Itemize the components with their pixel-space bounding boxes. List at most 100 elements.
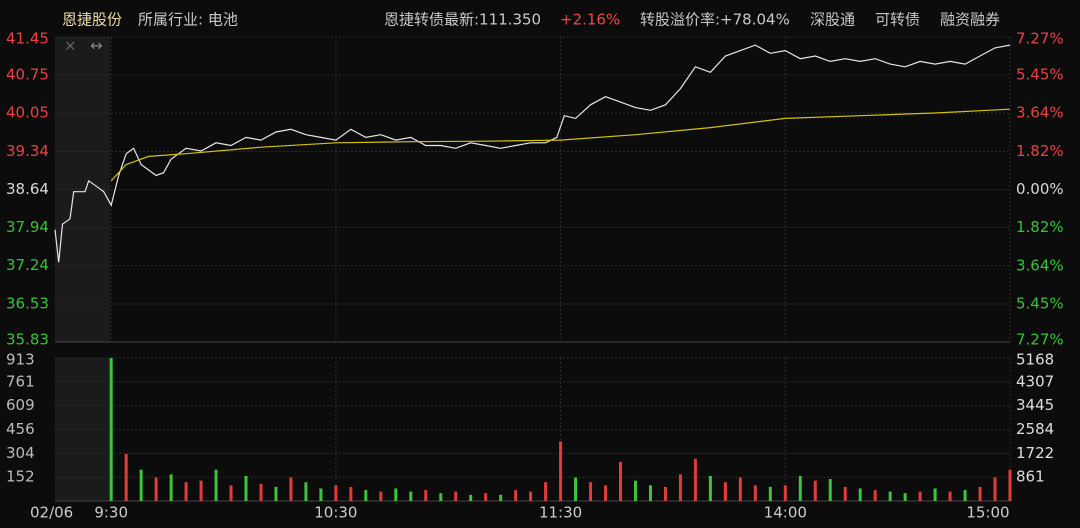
volume-bar (619, 461, 623, 501)
volume-bar (244, 475, 248, 501)
y-tick-label: 39.34 (6, 142, 49, 160)
volume-bar (589, 482, 593, 501)
y-tick-label: 40.75 (6, 65, 49, 83)
volume-bar (124, 454, 128, 501)
y-tick-label: 152 (6, 468, 35, 486)
tag[interactable]: 深股通 (810, 11, 855, 29)
stock-name[interactable]: 恩捷股份 (62, 11, 122, 29)
volume-bar (768, 486, 772, 501)
volume-bar (394, 488, 398, 501)
volume-bar (798, 475, 802, 501)
y-tick-label: 35.83 (6, 331, 49, 349)
date-label: 02/06 (30, 504, 73, 522)
volume-bar (963, 490, 967, 501)
volume-bar (633, 480, 637, 501)
industry: 所属行业: 电池 (138, 11, 238, 29)
volume-bar (813, 480, 817, 501)
x-tick-label: 9:30 (94, 504, 128, 522)
volume-bar (828, 479, 832, 501)
volume-bar (484, 493, 488, 501)
volume-bar (858, 488, 862, 501)
y2-tick-label: 2584 (1016, 420, 1054, 438)
bond-change: +2.16% (560, 11, 620, 29)
y2-tick-label: 1.82% (1016, 142, 1064, 160)
tag[interactable]: 融资融券 (940, 11, 1000, 29)
y-tick-label: 36.53 (6, 295, 49, 313)
volume-bar (978, 486, 982, 501)
volume-bar (424, 490, 428, 501)
volume-bar (648, 485, 652, 501)
y2-tick-label: 5.45% (1016, 66, 1064, 84)
volume-bar (753, 485, 757, 501)
y-tick-label: 913 (6, 351, 35, 369)
tag[interactable]: 可转债 (875, 11, 920, 29)
volume-bar (604, 485, 608, 501)
y2-tick-label: 3.64% (1016, 256, 1064, 274)
y-tick-label: 456 (6, 420, 35, 438)
volume-bar (454, 491, 458, 501)
volume-bar (199, 480, 203, 501)
volume-bar (843, 486, 847, 501)
y-tick-label: 37.24 (6, 256, 49, 274)
y-tick-label: 41.45 (6, 30, 49, 48)
volume-bar (439, 493, 443, 501)
y2-tick-label: 7.27% (1016, 30, 1064, 48)
volume-bar (783, 485, 787, 501)
y-tick-label: 40.05 (6, 103, 49, 121)
volume-bar (888, 491, 892, 501)
volume-bar (1008, 469, 1012, 501)
y-tick-label: 38.64 (6, 180, 49, 198)
y2-tick-label: 4307 (1016, 372, 1054, 390)
volume-bar (304, 482, 308, 501)
volume-bar (693, 458, 697, 501)
volume-bar (274, 486, 278, 501)
premium: 转股溢价率:+78.04% (640, 11, 790, 29)
volume-bar (334, 485, 338, 501)
y2-tick-label: 1722 (1016, 444, 1054, 462)
volume-bar (154, 477, 158, 501)
volume-bar (289, 477, 293, 501)
volume-bar (918, 491, 922, 501)
y2-tick-label: 0.00% (1016, 180, 1064, 198)
volume-bar (708, 475, 712, 501)
y2-tick-label: 3445 (1016, 396, 1054, 414)
volume-bar (214, 469, 218, 501)
volume-bar (514, 490, 518, 501)
volume-bar (873, 490, 877, 501)
volume-bar (738, 477, 742, 501)
price-line (110, 108, 1011, 182)
y-tick-label: 761 (6, 372, 35, 390)
volume-bar (933, 488, 937, 501)
bond-price: 恩捷转债最新:111.350 (384, 11, 541, 29)
volume-bar (663, 486, 667, 501)
y-tick-label: 609 (6, 396, 35, 414)
y2-tick-label: 5.45% (1016, 294, 1064, 312)
expand-icon[interactable]: ↔ (90, 37, 103, 55)
volume-bar (993, 477, 997, 501)
volume-bar (409, 491, 413, 501)
volume-bar (499, 494, 503, 501)
y2-tick-label: 3.64% (1016, 104, 1064, 122)
volume-bar (349, 486, 353, 501)
close-icon[interactable]: × (64, 37, 77, 55)
y2-tick-label: 861 (1016, 468, 1045, 486)
x-tick-label: 14:00 (764, 504, 807, 522)
volume-bar (169, 474, 173, 501)
volume-bar (184, 482, 188, 501)
volume-bar (529, 491, 533, 501)
volume-bar (319, 488, 323, 501)
y2-tick-label: 1.82% (1016, 218, 1064, 236)
volume-bar (469, 494, 473, 501)
volume-bar (544, 482, 548, 501)
volume-bar (379, 491, 383, 501)
volume-bar (723, 482, 727, 501)
volume-bar (559, 441, 563, 501)
volume-bar (109, 358, 113, 501)
volume-bar (903, 493, 907, 501)
volume-bar (139, 469, 143, 501)
volume-bar (364, 490, 368, 501)
volume-bar (259, 483, 263, 501)
